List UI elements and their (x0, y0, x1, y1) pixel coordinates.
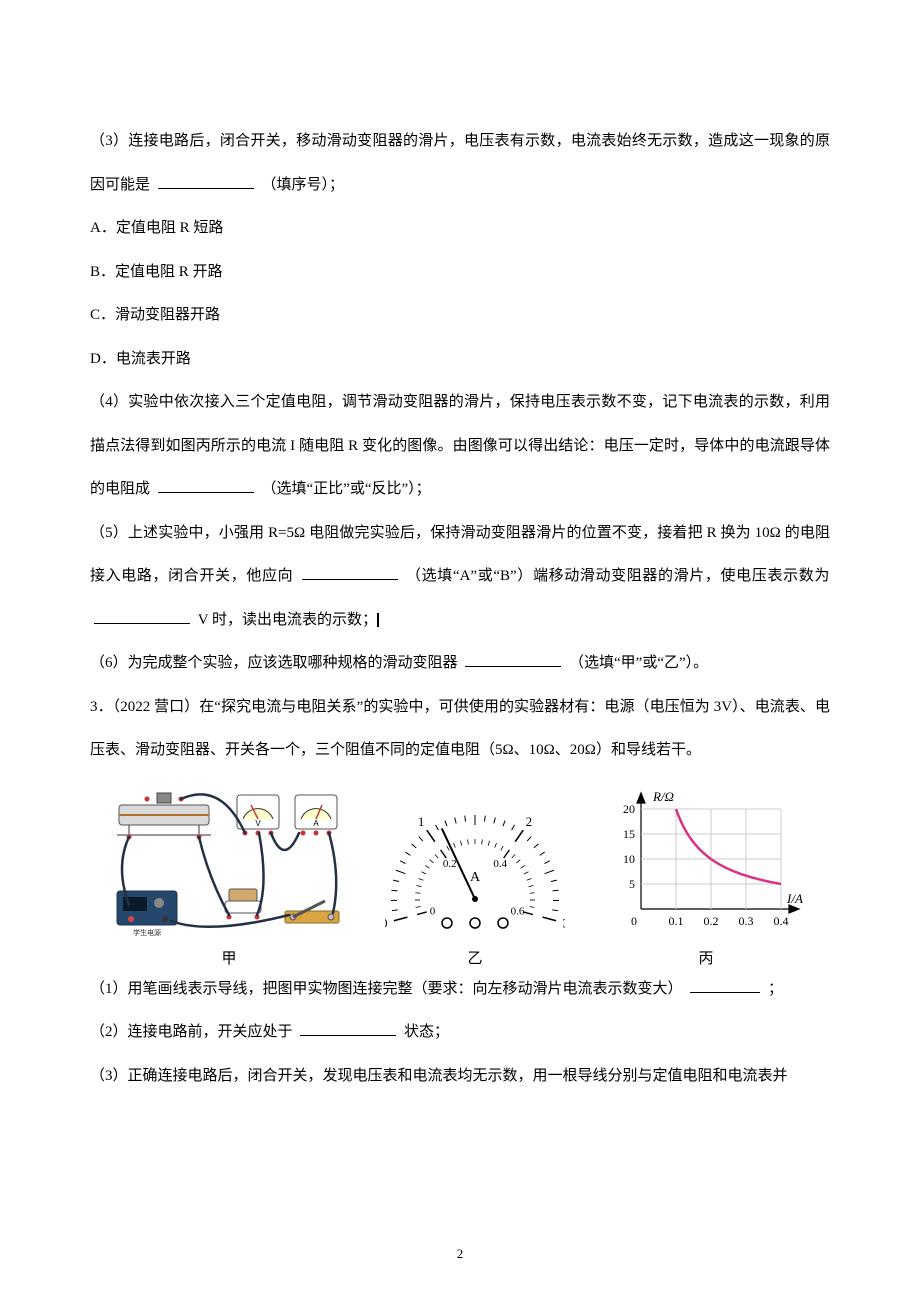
q5-blank-2[interactable] (94, 608, 190, 624)
p3-sub2-text: （2）连接电路前，开关应处于 (90, 1024, 293, 1040)
svg-text:20: 20 (623, 802, 635, 816)
q3-option-b: B．定值电阻 R 开路 (90, 251, 830, 295)
svg-text:3: 3 (563, 915, 565, 930)
question-5: （5）上述实验中，小强用 R=5Ω 电阻做完实验后，保持滑动变阻器滑片的位置不变… (90, 512, 830, 643)
figure-bing: R/Ω I/A 0 0.1 0.2 0.3 0.4 5 10 15 20 丙 (601, 787, 811, 968)
figure-jia: V A 学生电源 (109, 787, 349, 968)
svg-text:0.6: 0.6 (511, 905, 525, 917)
svg-text:0.3: 0.3 (739, 914, 754, 928)
p3-sub1-text: （1）用笔画线表示导线，把图甲实物图连接完整（要求：向左移动滑片电流表示数变大） (90, 981, 683, 997)
q4-blank[interactable] (158, 477, 254, 493)
svg-text:V: V (255, 819, 261, 828)
svg-text:0.1: 0.1 (669, 914, 684, 928)
svg-text:0.4: 0.4 (774, 914, 789, 928)
figure-row: V A 学生电源 (90, 787, 830, 968)
q3-option-a: A．定值电阻 R 短路 (90, 207, 830, 251)
svg-text:0.2: 0.2 (443, 857, 457, 869)
svg-text:0: 0 (631, 914, 637, 928)
p3-sub3: （3）正确连接电路后，闭合开关，发现电压表和电流表均无示数，用一根导线分别与定值… (90, 1055, 830, 1099)
svg-text:2: 2 (526, 813, 533, 828)
svg-text:1: 1 (418, 813, 425, 828)
svg-text:0: 0 (430, 905, 436, 917)
p3-sub1-blank[interactable] (690, 977, 760, 993)
page-number: 2 (0, 1246, 920, 1262)
p3-sub2-tail: 状态； (404, 1024, 449, 1040)
question-4: （4）实验中依次接入三个定值电阻，调节滑动变阻器的滑片，保持电压表示数不变，记下… (90, 381, 830, 512)
q3-blank[interactable] (158, 173, 254, 189)
svg-text:学生电源: 学生电源 (133, 928, 161, 937)
q3-option-d: D．电流表开路 (90, 338, 830, 382)
q5-mid: （选填“A”或“B”）端移动滑动变阻器的滑片，使电压表示数为 (406, 568, 830, 584)
question-6: （6）为完成整个实验，应该选取哪种规格的滑动变阻器 （选填“甲”或“乙”）。 (90, 642, 830, 686)
figure-label-yi: 乙 (467, 947, 482, 968)
figure-label-bing: 丙 (698, 947, 713, 968)
p3-sub2: （2）连接电路前，开关应处于 状态； (90, 1011, 830, 1055)
svg-text:0.2: 0.2 (704, 914, 719, 928)
figure-label-jia: 甲 (221, 947, 236, 968)
svg-text:A: A (470, 870, 481, 885)
svg-text:15: 15 (623, 827, 635, 841)
svg-text:0: 0 (385, 915, 387, 930)
q6-tail: （选填“甲”或“乙”）。 (569, 655, 708, 671)
question-3: （3）连接电路后，闭合开关，移动滑动变阻器的滑片，电压表有示数，电流表始终无示数… (90, 120, 830, 207)
ri-chart: R/Ω I/A 0 0.1 0.2 0.3 0.4 5 10 15 20 (601, 787, 811, 937)
text-cursor (377, 613, 379, 627)
p3-sub1-tail: ； (768, 981, 783, 997)
svg-text:I/A: I/A (786, 891, 803, 906)
problem-3-intro: 3．（2022 营口）在“探究电流与电阻关系”的实验中，可供使用的实验器材有：电… (90, 686, 830, 773)
q5-blank-1[interactable] (302, 564, 398, 580)
q3-tail: （填序号）； (262, 177, 345, 193)
svg-text:A: A (313, 819, 319, 828)
svg-text:10: 10 (623, 852, 635, 866)
circuit-diagram-icon: V A 学生电源 (109, 787, 349, 937)
q3-option-c: C．滑动变阻器开路 (90, 294, 830, 338)
ammeter-dial-icon: 0 1 2 3 0 0.2 0.4 0.6 A (385, 787, 565, 937)
svg-text:0.4: 0.4 (493, 857, 507, 869)
figure-yi: 0 1 2 3 0 0.2 0.4 0.6 A 乙 (385, 787, 565, 968)
svg-text:5: 5 (629, 877, 635, 891)
q6-blank[interactable] (465, 651, 561, 667)
q5-tail: V 时，读出电流表的示数； (198, 612, 377, 628)
svg-text:R/Ω: R/Ω (652, 789, 674, 804)
p3-sub2-blank[interactable] (300, 1020, 396, 1036)
q6-text: （6）为完成整个实验，应该选取哪种规格的滑动变阻器 (90, 655, 461, 671)
q4-tail: （选填“正比”或“反比”）； (262, 481, 431, 497)
p3-sub1: （1）用笔画线表示导线，把图甲实物图连接完整（要求：向左移动滑片电流表示数变大）… (90, 968, 830, 1012)
